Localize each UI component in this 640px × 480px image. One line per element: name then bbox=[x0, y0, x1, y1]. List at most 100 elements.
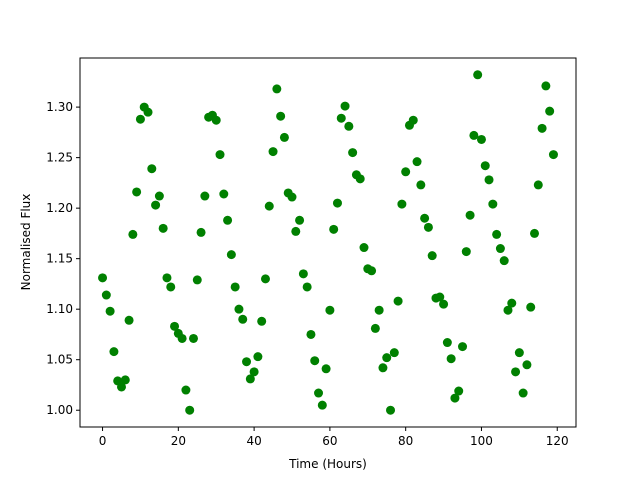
point bbox=[533, 180, 543, 190]
point bbox=[378, 363, 388, 373]
point bbox=[329, 224, 339, 234]
point bbox=[317, 400, 327, 410]
point bbox=[514, 348, 524, 358]
point bbox=[488, 199, 498, 209]
point bbox=[401, 167, 411, 177]
point bbox=[132, 187, 142, 197]
point bbox=[162, 273, 172, 283]
point bbox=[480, 161, 490, 171]
point bbox=[397, 199, 407, 209]
point bbox=[302, 282, 312, 292]
point bbox=[348, 148, 358, 158]
point bbox=[158, 223, 168, 233]
point bbox=[249, 367, 259, 377]
point bbox=[109, 347, 119, 357]
point bbox=[386, 405, 396, 415]
point bbox=[291, 226, 301, 236]
point bbox=[116, 382, 126, 392]
point bbox=[458, 342, 468, 352]
point bbox=[332, 198, 342, 208]
point bbox=[124, 315, 134, 325]
y-tick-label: 1.25 bbox=[46, 151, 73, 165]
point bbox=[370, 323, 380, 333]
point bbox=[420, 213, 430, 223]
point bbox=[499, 256, 509, 266]
point bbox=[200, 191, 210, 201]
point bbox=[442, 338, 452, 348]
x-tick-label: 80 bbox=[398, 434, 413, 448]
point bbox=[272, 84, 282, 94]
point bbox=[276, 111, 286, 121]
point bbox=[465, 210, 475, 220]
point bbox=[469, 130, 479, 140]
point bbox=[518, 388, 528, 398]
point bbox=[101, 290, 111, 300]
x-tick-label: 20 bbox=[171, 434, 186, 448]
point bbox=[408, 115, 418, 125]
point bbox=[389, 348, 399, 358]
point bbox=[238, 314, 248, 324]
point bbox=[450, 393, 460, 403]
point bbox=[287, 192, 297, 202]
point bbox=[234, 304, 244, 314]
x-axis-label: Time (Hours) bbox=[288, 457, 367, 471]
point bbox=[427, 251, 437, 261]
point bbox=[382, 353, 392, 363]
point bbox=[374, 305, 384, 315]
plot-frame bbox=[79, 57, 577, 428]
point bbox=[242, 357, 252, 367]
point bbox=[185, 405, 195, 415]
point bbox=[416, 180, 426, 190]
point bbox=[526, 302, 536, 312]
point bbox=[336, 113, 346, 123]
point bbox=[260, 274, 270, 284]
point bbox=[446, 354, 456, 364]
point bbox=[177, 333, 187, 343]
point bbox=[511, 367, 521, 377]
point bbox=[188, 333, 198, 343]
point bbox=[147, 164, 157, 174]
point bbox=[503, 305, 513, 315]
point bbox=[279, 132, 289, 142]
x-tick-label: 0 bbox=[99, 434, 107, 448]
point bbox=[295, 215, 305, 225]
point bbox=[151, 200, 161, 210]
point bbox=[215, 150, 225, 160]
point bbox=[340, 101, 350, 111]
point bbox=[264, 201, 274, 211]
point bbox=[223, 215, 233, 225]
x-tick-label: 120 bbox=[546, 434, 569, 448]
point bbox=[548, 150, 558, 160]
y-tick-label: 1.10 bbox=[46, 302, 73, 316]
point bbox=[219, 189, 229, 199]
point bbox=[545, 106, 555, 116]
point bbox=[192, 275, 202, 285]
point bbox=[211, 115, 221, 125]
point bbox=[245, 374, 255, 384]
x-tick-label: 40 bbox=[246, 434, 261, 448]
point bbox=[230, 282, 240, 292]
point bbox=[196, 227, 206, 237]
point bbox=[181, 385, 191, 395]
point bbox=[507, 298, 517, 308]
y-tick-label: 1.15 bbox=[46, 252, 73, 266]
point bbox=[423, 222, 433, 232]
point bbox=[476, 134, 486, 144]
point bbox=[154, 191, 164, 201]
point bbox=[143, 107, 153, 117]
point bbox=[359, 243, 369, 253]
y-tick-label: 1.20 bbox=[46, 201, 73, 215]
point bbox=[170, 321, 180, 331]
y-axis-label: Normalised Flux bbox=[19, 194, 33, 291]
point bbox=[454, 386, 464, 396]
point bbox=[325, 305, 335, 315]
point bbox=[522, 360, 532, 370]
y-tick-label: 1.30 bbox=[46, 100, 73, 114]
point bbox=[128, 229, 138, 239]
point bbox=[310, 356, 320, 366]
point bbox=[314, 388, 324, 398]
point bbox=[98, 273, 108, 283]
point bbox=[530, 228, 540, 238]
